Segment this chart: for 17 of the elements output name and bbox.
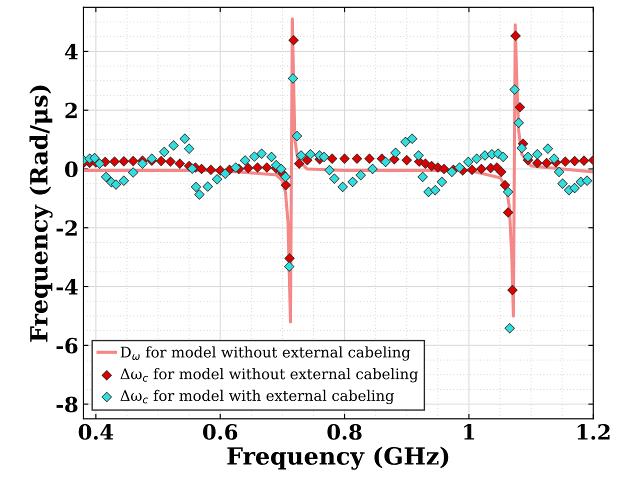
y-tick-label: -6 [56,338,78,354]
x-tick-label: 1.2 [578,424,610,440]
y-tick-label: 0 [65,161,78,178]
x-tick-label: 0.6 [203,424,238,440]
legend-label: D$_{ω}$ for model without external cabeling [120,346,410,361]
x-axis-title: Frequency (GHz) [227,446,448,470]
x-tick-label: 0.8 [327,424,362,440]
y-tick-label: -4 [56,279,78,294]
x-tick-label: 1 [464,424,474,440]
y-tick-label: -8 [56,396,78,412]
y-tick-label: 2 [65,102,77,118]
x-tick-label: 0.4 [78,424,114,440]
legend-label: Δω$_{c}$ for model without external cabeling [120,368,418,382]
legend-label: Δω$_{c}$ for model with external cabeling [120,390,394,404]
y-axis-title: Frequency (Rad/μs) [29,86,53,342]
y-tick-label: -2 [56,220,77,236]
y-tick-label: 4 [64,44,78,60]
